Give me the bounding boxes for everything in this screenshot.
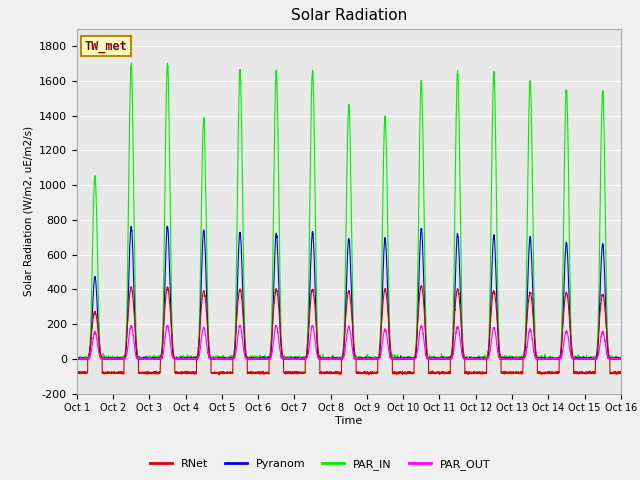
RNet	[215, 372, 223, 378]
RNet	[502, 370, 509, 375]
Line: RNet: RNet	[77, 286, 621, 375]
PAR_IN	[171, 356, 179, 362]
PAR_IN	[329, 356, 337, 362]
PAR_OUT	[73, 356, 81, 361]
PAR_OUT	[171, 356, 179, 361]
PAR_IN	[127, 60, 135, 66]
Pyranom	[163, 223, 171, 229]
RNet	[418, 283, 426, 288]
Y-axis label: Solar Radiation (W/m2, uE/m2/s): Solar Radiation (W/m2, uE/m2/s)	[24, 126, 33, 296]
Pyranom	[616, 356, 624, 362]
Pyranom	[471, 356, 479, 362]
PAR_IN	[73, 356, 81, 362]
RNet	[471, 370, 479, 376]
Title: Solar Radiation: Solar Radiation	[291, 9, 407, 24]
RNet	[73, 369, 81, 375]
PAR_IN	[502, 356, 509, 362]
PAR_IN	[471, 356, 479, 362]
Line: PAR_OUT: PAR_OUT	[77, 325, 621, 359]
Text: TW_met: TW_met	[85, 40, 128, 53]
RNet	[329, 370, 337, 375]
Pyranom	[73, 356, 81, 362]
Pyranom	[441, 356, 449, 361]
RNet	[617, 371, 625, 376]
RNet	[171, 355, 179, 360]
Pyranom	[617, 356, 625, 362]
PAR_OUT	[617, 356, 625, 362]
RNet	[441, 371, 449, 376]
PAR_OUT	[329, 356, 337, 361]
Pyranom	[171, 356, 179, 362]
PAR_OUT	[616, 356, 624, 362]
PAR_IN	[616, 355, 624, 360]
Pyranom	[329, 354, 337, 360]
Line: PAR_IN: PAR_IN	[77, 63, 621, 359]
Legend: RNet, Pyranom, PAR_IN, PAR_OUT: RNet, Pyranom, PAR_IN, PAR_OUT	[145, 455, 495, 474]
Pyranom	[502, 355, 509, 360]
PAR_OUT	[236, 322, 244, 328]
RNet	[616, 371, 624, 376]
X-axis label: Time: Time	[335, 416, 362, 426]
PAR_OUT	[471, 356, 479, 361]
PAR_OUT	[73, 356, 81, 362]
PAR_IN	[441, 355, 449, 360]
Line: Pyranom: Pyranom	[77, 226, 621, 359]
PAR_IN	[73, 355, 81, 361]
PAR_OUT	[502, 356, 509, 361]
PAR_IN	[617, 356, 625, 362]
PAR_OUT	[441, 356, 449, 362]
